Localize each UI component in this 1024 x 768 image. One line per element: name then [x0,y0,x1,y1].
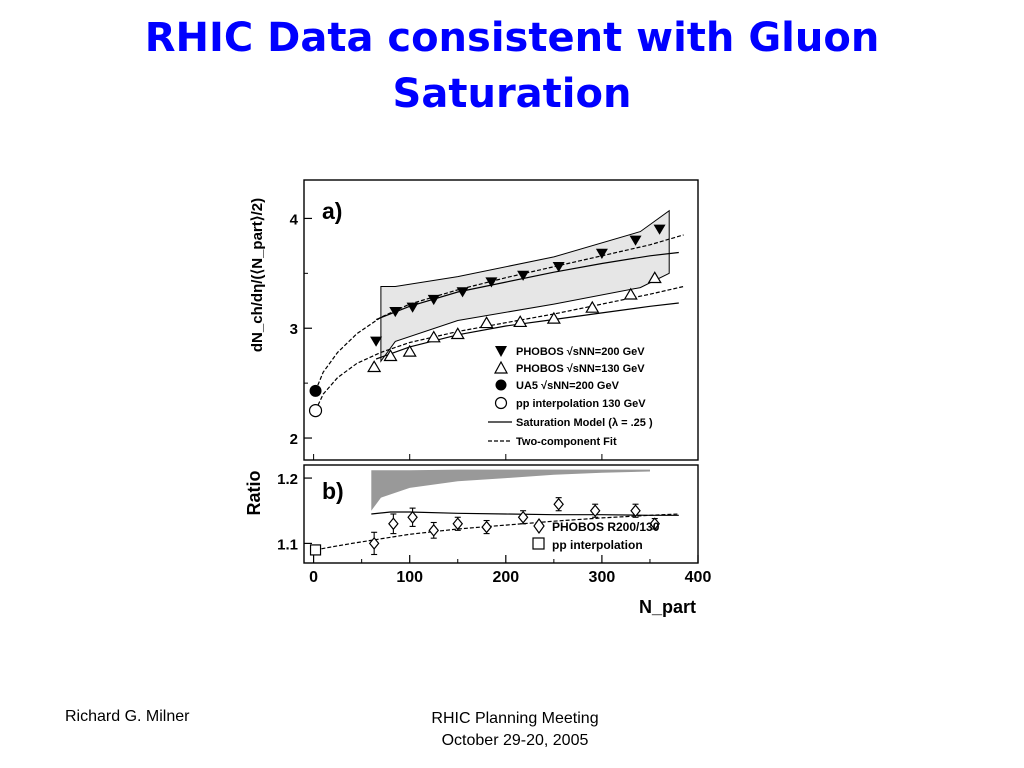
panel-a-frame [303,179,699,461]
panel-b-series-0-point [407,510,418,524]
slide-title-line-1: RHIC Data consistent with Gluon [144,15,880,61]
panel-a-series-0-point [389,306,402,318]
legend-item-two-component: Two-component Fit [488,436,617,448]
panel-a-series-0-point [406,302,419,313]
panel-a-series-1-point [450,327,465,340]
panel-b-series-0-point [388,517,399,531]
legend-marker-open-triangle [493,360,509,374]
panel-a-series-0-point [370,336,383,347]
panel-b-y-tick-label: 1.1 [277,536,298,553]
panel-b-label: b) [322,478,344,504]
panel-a-y-tick-label: 4 [290,211,299,228]
legend-label-phobos-200: PHOBOS √sNN=200 GeV [516,346,645,358]
slide-title-line-2: Saturation [392,71,632,117]
phobos-figure: 2 3 4 1.1 1.2 0 100 200 300 400 a) b) dN_ch/dη/(⟨… [230,175,740,625]
panel-b-series-0-point [553,497,564,511]
panel-a-series-1-point [367,360,382,373]
panel-b-shaded-band [371,469,650,511]
legend-marker-open-circle [494,396,508,410]
legend-label-pp-130: pp interpolation 130 GeV [516,398,646,410]
panel-b-series-0-point [428,523,440,537]
panel-b-series-0-point [517,510,529,524]
legend-item-pp-130: pp interpolation 130 GeV [494,396,646,410]
panel-b-series-0-point [649,517,661,531]
panel-b-series-0-point [368,536,380,550]
panel-b-series-0-point [452,517,464,531]
legend-item-saturation-model: Saturation Model (λ = .25 ) [488,417,653,429]
panel-a-series-0-point [629,235,642,246]
legend-marker-open-diamond [533,517,545,535]
x-tick-label: 0 [309,569,318,586]
panel-a-series-1-point [585,300,600,313]
panel-a-series-1-point [383,349,398,362]
x-tick-label: 200 [492,569,519,586]
legend-marker-filled-circle [495,379,507,391]
legend-label-phobos-ratio: PHOBOS R200/130 [552,520,660,534]
legend-item-ua5: UA5 √sNN=200 GeV [495,379,620,392]
footer-author: Richard G. Milner [65,708,190,725]
legend-item-phobos-ratio: PHOBOS R200/130 [533,517,660,535]
legend-label-phobos-130: PHOBOS √sNN=130 GeV [516,363,645,375]
legend-marker-filled-triangle [495,346,507,357]
panel-b-y-axis-label: Ratio [244,470,264,515]
x-tick-label: 300 [589,569,616,586]
x-tick-label: 100 [396,569,423,586]
legend-marker-open-square [532,537,545,550]
panel-b-two-component-fit-line [315,513,679,551]
legend-item-phobos-130: PHOBOS √sNN=130 GeV [493,360,645,375]
panel-a-y-axis-label: dN_ch/dη/(⟨N_part⟩/2) [249,198,266,352]
panel-a-series-0-point [595,248,608,259]
panel-b-series-0-point [481,520,492,534]
footer-meeting-name: RHIC Planning Meeting [431,710,599,727]
footer-meeting-date: October 29-20, 2005 [441,732,589,749]
panel-b-series-0-point [630,504,641,518]
panel-a-series-0-point [456,287,469,298]
panel-a-series-1-point [402,344,417,357]
panel-a-series-0-point [485,277,498,288]
panel-a-y-tick-label: 3 [290,321,298,338]
panel-a-series-1-point [546,311,561,324]
panel-a-series-1-point [426,330,441,343]
panel-b-frame [303,464,699,564]
panel-a-series-0-point [552,261,565,273]
panel-a-systematic-band [380,209,670,363]
x-tick-label: 400 [685,569,712,586]
legend-label-ua5: UA5 √sNN=200 GeV [516,380,620,392]
panel-a-legend: PHOBOS √sNN=200 GeV PHOBOS √sNN=130 GeV … [488,346,653,448]
panel-a-series-1-point [623,287,638,300]
panel-a-series-3-point [308,403,323,418]
legend-label-two-component: Two-component Fit [516,436,617,448]
panel-a-series-0-point [653,224,666,235]
footer-meeting: RHIC Planning Meeting October 29-20, 200… [360,708,670,752]
legend-label-saturation-model: Saturation Model (λ = .25 ) [516,417,653,429]
panel-a-series-1-point [479,316,494,329]
panel-b-legend: PHOBOS R200/130 pp interpolation [532,517,660,552]
panel-a-series-0-point [427,294,440,306]
panel-a-series-2-point [309,384,322,397]
panel-a-series-1-point [647,271,662,284]
legend-item-pp-interpolation: pp interpolation [532,537,643,552]
panel-a-y-tick-label: 2 [290,431,298,448]
legend-item-phobos-200: PHOBOS √sNN=200 GeV [495,346,645,358]
slide-title: RHIC Data consistent with Gluon Saturati… [0,10,1024,122]
panel-a-saturation-model-curve-1 [375,302,679,360]
panel-b-series-0-point [589,504,601,518]
panel-a-series-1-point [513,315,528,328]
panel-b-series-1-point [309,544,322,556]
x-axis-label: N_part [639,597,696,617]
legend-label-pp-interpolation: pp interpolation [552,538,643,552]
panel-a-series-0-point [517,270,530,281]
panel-b-y-tick-label: 1.2 [277,471,298,488]
panel-a-label: a) [322,198,342,224]
